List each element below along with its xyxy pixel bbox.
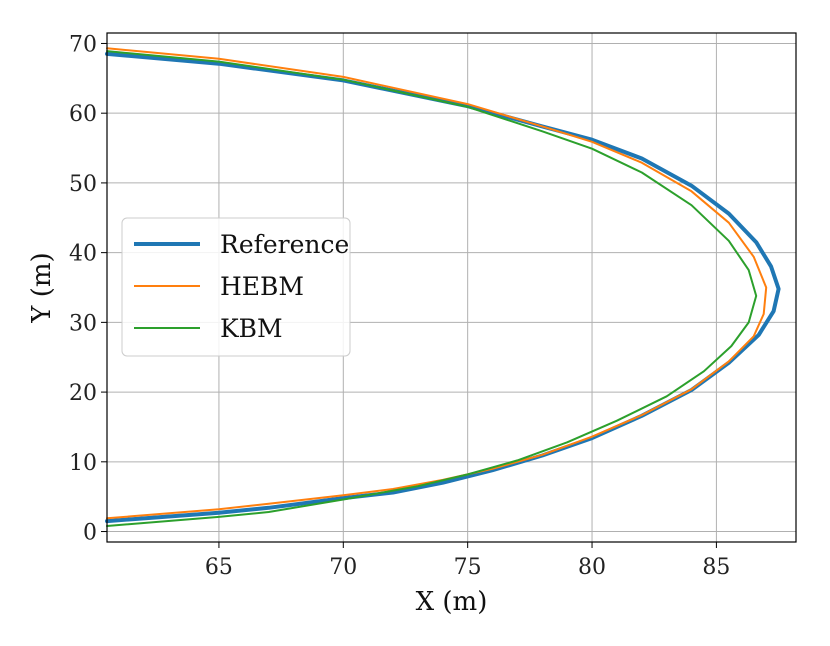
- series-line-kbm: [106, 50, 758, 527]
- legend-label: Reference: [220, 230, 349, 259]
- axis-ticks: 65 70 75 80 85 0 10 20 30 40 50 60 70: [69, 32, 730, 580]
- x-axis-label: X (m): [416, 587, 488, 617]
- x-tick-label: 65: [205, 555, 233, 580]
- y-tick-label: 20: [69, 381, 97, 406]
- y-tick-label: 0: [83, 521, 97, 546]
- plot-frame: [106, 32, 797, 543]
- y-tick-label: 30: [69, 311, 97, 336]
- legend-label: HEBM: [220, 272, 304, 301]
- x-tick-label: 75: [454, 555, 482, 580]
- x-tick-label: 80: [578, 555, 606, 580]
- legend-label: KBM: [220, 314, 283, 343]
- x-tick-label: 70: [329, 555, 357, 580]
- x-tick-label: 85: [702, 555, 730, 580]
- y-tick-label: 50: [69, 172, 97, 197]
- y-tick-label: 10: [69, 451, 97, 476]
- y-tick-label: 60: [69, 102, 97, 127]
- legend-box: [121, 217, 351, 357]
- y-tick-label: 40: [69, 242, 97, 267]
- series-lines: [105, 47, 781, 527]
- grid-lines: [107, 33, 796, 542]
- y-tick-label: 70: [69, 32, 97, 57]
- legend: Reference HEBM KBM: [121, 217, 351, 357]
- y-axis-label: Y (m): [27, 252, 57, 323]
- series-line-hebm: [106, 47, 768, 520]
